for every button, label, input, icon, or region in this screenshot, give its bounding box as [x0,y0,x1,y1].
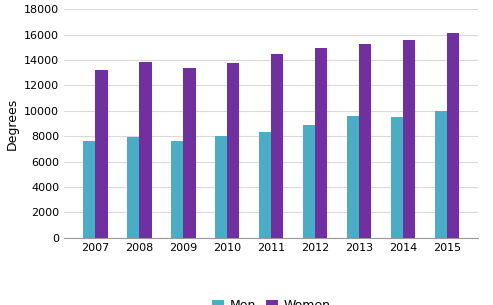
Bar [83,141,95,238]
Bar [447,33,459,238]
Bar [227,63,240,238]
Legend: Men, Women: Men, Women [207,294,335,305]
Bar [95,70,107,238]
Bar [315,48,327,238]
Bar [139,62,151,238]
Bar [259,132,271,238]
Y-axis label: Degrees: Degrees [5,97,19,150]
Bar [303,125,315,238]
Bar [171,141,183,238]
Bar [435,111,447,238]
Bar [359,44,371,238]
Bar [183,68,196,238]
Bar [127,137,139,238]
Bar [215,136,227,238]
Bar [391,117,403,238]
Bar [403,40,416,238]
Bar [347,116,359,238]
Bar [271,54,283,238]
